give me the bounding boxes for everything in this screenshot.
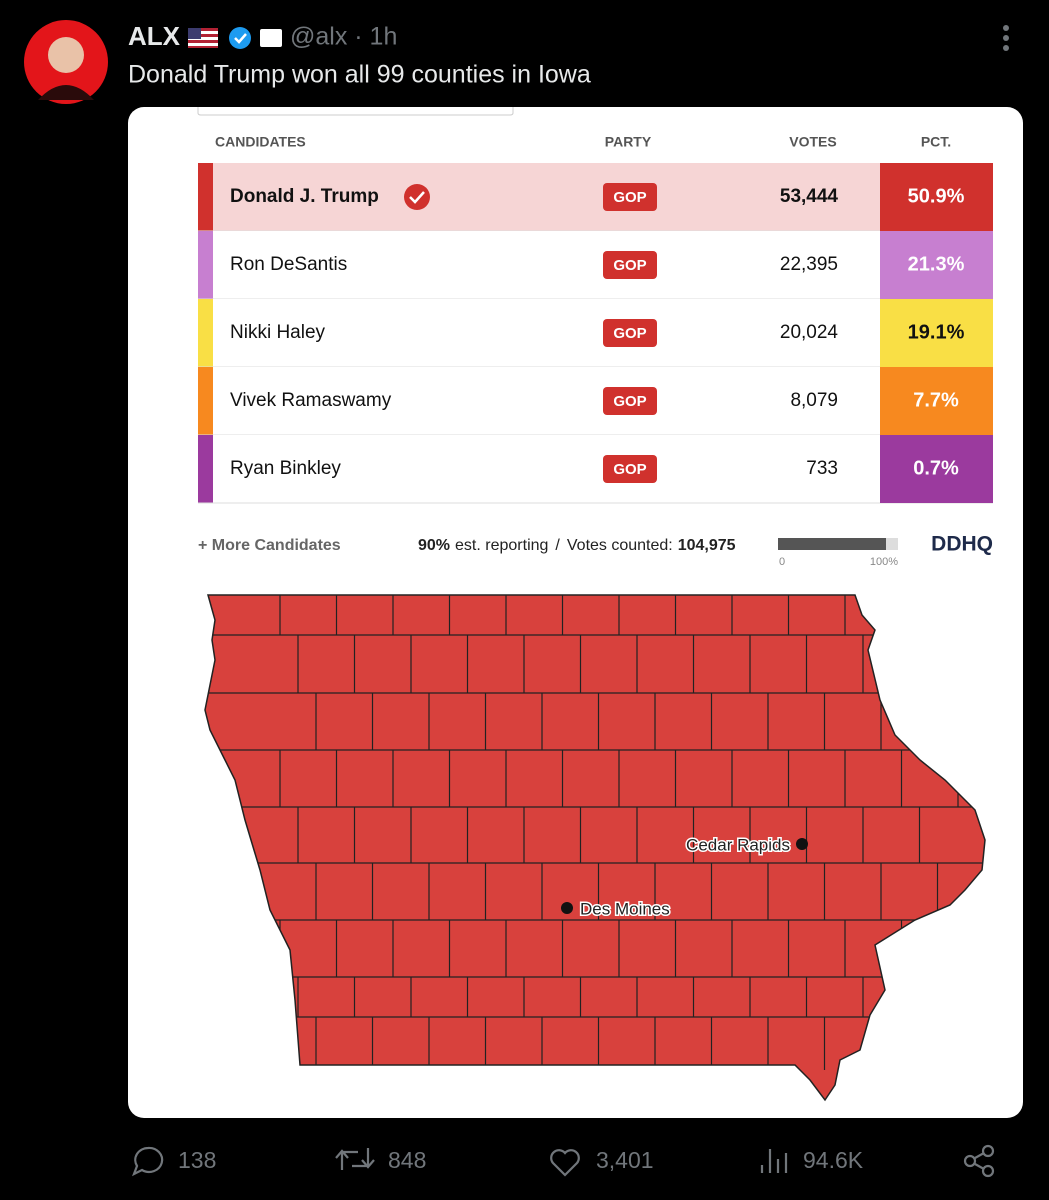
- more-candidates[interactable]: + More Candidates: [198, 537, 341, 554]
- party-label: GOP: [613, 393, 646, 410]
- verified-check: [234, 33, 247, 44]
- reporting-line: 90% est. reporting / Votes counted: 104,975: [418, 537, 736, 554]
- column-header: PARTY: [605, 134, 652, 150]
- party-label: GOP: [613, 461, 646, 478]
- pct-value: 50.9%: [908, 185, 965, 207]
- row-background: [213, 367, 880, 435]
- party-label: GOP: [613, 257, 646, 274]
- column-header: PCT.: [921, 134, 951, 150]
- author-name[interactable]: ALX: [128, 21, 181, 51]
- row-background: [213, 231, 880, 299]
- reply-count: 138: [178, 1147, 216, 1173]
- pct-value: 19.1%: [908, 321, 965, 343]
- handle-time: @alx · 1h: [290, 23, 397, 51]
- verified-badge: [229, 27, 251, 49]
- share-icon[interactable]: [963, 1144, 995, 1178]
- repost-count: 848: [388, 1147, 426, 1173]
- more-menu[interactable]: [1003, 25, 1009, 51]
- party-label: GOP: [613, 189, 646, 206]
- repost-icon[interactable]: [335, 1148, 375, 1170]
- row-background: [213, 299, 880, 367]
- pct-cell: [880, 367, 993, 435]
- reporting-part: 90%: [418, 537, 450, 554]
- view-count: 94.6K: [803, 1147, 864, 1173]
- vote-count: 20,024: [780, 322, 839, 343]
- vote-count: 733: [806, 458, 838, 479]
- iowa-map: Cedar Rapids Des Moines: [204, 594, 986, 1102]
- party-badge: [603, 455, 657, 483]
- row-background: [213, 163, 880, 231]
- candidate-name: Ryan Binkley: [230, 458, 341, 479]
- state-outline: [204, 594, 986, 1102]
- cut-input: [197, 107, 514, 116]
- color-strip: [198, 435, 213, 503]
- candidate-name: Ron DeSantis: [230, 254, 347, 275]
- party-label: GOP: [613, 325, 646, 342]
- state-fill: [205, 595, 985, 1100]
- reporting-part: 104,975: [678, 537, 736, 554]
- views-icon[interactable]: [760, 1149, 788, 1173]
- like-count: 3,401: [596, 1147, 654, 1173]
- pct-cell: [880, 299, 993, 367]
- row-background: [213, 435, 880, 503]
- vote-count: 53,444: [780, 186, 839, 207]
- color-strip: [198, 367, 213, 435]
- scale-label: 100%: [870, 556, 898, 568]
- candidate-name: Nikki Haley: [230, 322, 326, 343]
- city-label: Cedar Rapids: [686, 835, 790, 854]
- pct-value: 7.7%: [913, 389, 959, 411]
- table-footer: + More Candidates 90% est. reporting / Votes…: [198, 533, 993, 568]
- pct-cell: [880, 231, 993, 299]
- results-table: CANDIDATES PARTY VOTES PCT. Donald J. Trump G…: [198, 134, 993, 504]
- like-icon[interactable]: [550, 1149, 580, 1177]
- column-header: VOTES: [789, 134, 836, 150]
- color-strip: [198, 163, 213, 231]
- avatar-body: [38, 85, 94, 100]
- reporting-part: est. reporting: [455, 537, 548, 554]
- brand-logo: DDHQ: [931, 533, 993, 556]
- party-badge: [603, 319, 657, 347]
- pct-cell: [880, 435, 993, 503]
- party-badge: [603, 387, 657, 415]
- pct-value: 0.7%: [913, 457, 959, 479]
- vote-count: 8,079: [790, 390, 838, 411]
- city-dot: [561, 902, 573, 914]
- winner-badge: [404, 184, 430, 210]
- column-header: CANDIDATES: [215, 134, 306, 150]
- post-text: Donald Trump won all 99 counties in Iowa: [128, 61, 591, 89]
- reporting-part: /: [555, 537, 560, 554]
- avatar-face: [48, 37, 84, 73]
- reporting-bar: [778, 538, 886, 550]
- pct-value: 21.3%: [908, 253, 965, 275]
- party-badge: [603, 251, 657, 279]
- pct-cell: [880, 163, 993, 231]
- city-label: Des Moines: [580, 899, 670, 918]
- color-strip: [198, 231, 213, 299]
- party-badge: [603, 183, 657, 211]
- candidate-name: Vivek Ramaswamy: [230, 390, 392, 411]
- vote-count: 22,395: [780, 254, 838, 275]
- scale-label: 0: [779, 556, 785, 568]
- winner-check: [409, 191, 425, 204]
- affiliate-icon: [260, 29, 282, 47]
- reply-icon[interactable]: [131, 1146, 164, 1177]
- flag-icon: [188, 28, 218, 48]
- city-dot: [796, 838, 808, 850]
- color-strip: [198, 299, 213, 367]
- reporting-part: Votes counted:: [567, 537, 673, 554]
- candidate-name: Donald J. Trump: [230, 186, 379, 207]
